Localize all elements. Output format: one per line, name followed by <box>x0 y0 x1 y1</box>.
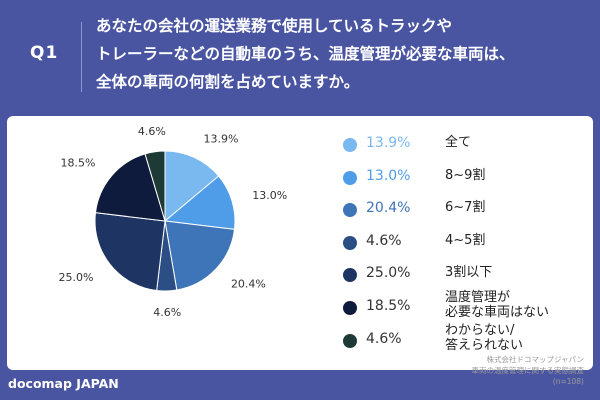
pie-value-label-2: 13.0% <box>252 189 287 202</box>
legend-label-line-2: 答えられない <box>445 337 524 353</box>
pie-chart: 13.9% 13.0% 20.4% 4.6% 25.0% 18.5% 4.6% <box>58 125 287 319</box>
legend-item-5: 25.0% 3割以下 <box>343 264 583 286</box>
source-line-company: 株式会社ドコマップジャパン <box>486 355 585 364</box>
legend-label-line-1: 温度管理が <box>445 290 511 305</box>
legend-swatch <box>343 333 357 348</box>
legend-label-line-1: わからない/ <box>445 322 515 338</box>
legend-swatch <box>343 138 357 152</box>
legend-item-7: 4.6% わからない/答えられない <box>343 323 583 353</box>
legend-swatch <box>343 203 357 218</box>
legend-label: 4~5割 <box>445 233 485 248</box>
legend-label-line-1: 6~7割 <box>445 200 486 216</box>
legend-label: 3割以下 <box>445 265 492 280</box>
legend-label: わからない/答えられない <box>445 323 523 353</box>
legend-label: 全て <box>445 135 471 150</box>
brand-logo-text: docomap JAPAN <box>8 376 119 391</box>
legend-percent: 18.5% <box>366 298 411 314</box>
pie-value-label-6: 18.5% <box>60 156 95 169</box>
question-line-2: トレーラーなどの自動車のうち、温度管理が必要な車両は、 <box>96 45 515 63</box>
pie-slice-2 <box>163 175 236 230</box>
legend-label-line-2: 必要な車両はない <box>445 305 550 320</box>
question-header: Q1 あなたの会社の運送業務で使用しているトラックや トレーラーなどの自動車のう… <box>0 0 600 112</box>
source-line-survey: 車両の温度管理に関する実態調査 <box>471 366 585 375</box>
question-line-3: 全体の車両の何割を占めていますか。 <box>96 73 360 91</box>
pie-value-label-7: 4.6% <box>138 125 166 138</box>
legend-percent: 4.6% <box>366 330 402 347</box>
legend-swatch <box>343 301 357 315</box>
pie-value-label-4: 4.6% <box>153 306 181 319</box>
legend-item-6: 18.5% 温度管理が 必要な車両はない <box>343 290 583 320</box>
legend-item-3: 20.4% 6~7割 <box>343 199 583 221</box>
legend-percent: 25.0% <box>366 265 411 282</box>
legend-percent: 13.9% <box>366 135 411 151</box>
source-note: 株式会社ドコマップジャパン 車両の温度管理に関する実態調査 (n=108) <box>472 354 585 387</box>
question-number: Q1 <box>30 43 59 63</box>
legend-item-2: 13.0% 8~9割 <box>343 167 583 189</box>
legend-label-line-1: 8~9割 <box>445 167 486 183</box>
legend-label-line-1: 全て <box>445 135 472 150</box>
legend-swatch <box>343 235 357 250</box>
pie-value-label-5: 25.0% <box>58 271 93 284</box>
pie-value-label-1: 13.9% <box>203 133 238 146</box>
legend-label: 6~7割 <box>445 200 485 215</box>
pie-slice-5 <box>94 212 166 292</box>
legend-item-1: 13.9% 全て <box>343 134 583 156</box>
legend-percent: 20.4% <box>366 200 411 217</box>
legend-percent: 4.6% <box>366 232 402 249</box>
pie-slice-3 <box>164 220 236 291</box>
legend-label: 8~9割 <box>445 168 485 183</box>
legend-label-line-1: 3割以下 <box>445 265 493 281</box>
pie-slice-7 <box>144 150 166 222</box>
chart-panel: 13.9% 13.0% 20.4% 4.6% 25.0% 18.5% 4.6% 13.9% 全… <box>7 116 593 370</box>
pie-value-label-3: 20.4% <box>231 278 266 291</box>
legend-swatch <box>343 268 357 283</box>
source-line-sample: (n=108) <box>552 377 584 386</box>
header-divider <box>81 22 82 92</box>
question-line-1: あなたの会社の運送業務で使用しているトラックや <box>96 17 453 35</box>
pie-slice-1 <box>164 150 220 223</box>
pie-slice-6 <box>94 153 166 222</box>
legend-label: 温度管理が 必要な車両はない <box>445 290 549 320</box>
question-text: あなたの会社の運送業務で使用しているトラックや トレーラーなどの自動車のうち、温… <box>96 12 592 96</box>
legend-item-4: 4.6% 4~5割 <box>343 232 583 254</box>
legend-percent: 13.0% <box>366 167 411 184</box>
legend-swatch <box>343 170 357 185</box>
legend-label-line-1: 4~5割 <box>445 232 486 248</box>
